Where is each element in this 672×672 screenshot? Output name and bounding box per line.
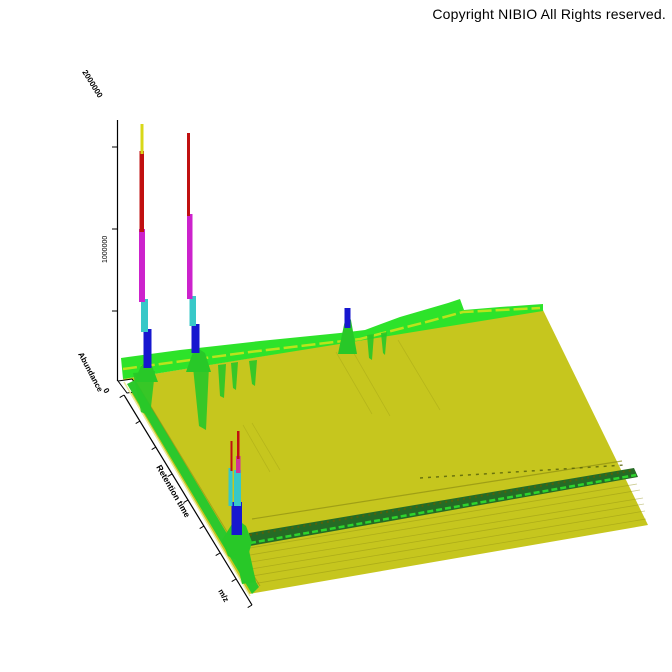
peak-3 [338, 308, 357, 354]
y-axis-title: m/z [216, 588, 230, 604]
x-axis-ticks [119, 394, 253, 609]
peak-1-blue-segment [143, 329, 152, 368]
z-mid-tick-label: 1000000 [102, 236, 109, 263]
peak-2-cyan-segment [189, 296, 196, 326]
peak-4-pink-segment [236, 456, 241, 473]
peak-2-green-base [186, 349, 211, 372]
peak-2-red-segment [187, 133, 190, 216]
front-ridge-speckle-line-2 [419, 464, 626, 479]
z-top-tick-label: 2000000 [80, 68, 104, 100]
peak-1-yellow-tip [140, 124, 144, 154]
surface-scanlines [249, 483, 647, 585]
peak-1-red-segment [139, 151, 144, 232]
peak-4-blue-segment [231, 502, 242, 535]
peak-2-blue-segment [191, 324, 200, 353]
peak-4-cyan-left-segment [228, 468, 233, 506]
z-zero-tick-label: 0 [101, 387, 111, 396]
peak-4-green-tail [234, 546, 256, 584]
peak-1-magenta-segment [139, 229, 145, 302]
peak-1-cyan-segment [141, 299, 148, 332]
back-ridge-band [121, 299, 543, 430]
back-ridge-crest-line [122, 306, 541, 371]
z-axis-title: Abundance [76, 351, 105, 394]
left-edge-pale-line [123, 381, 251, 597]
back-ridge-streaks [133, 332, 387, 430]
peak-3-blue-segment [344, 308, 351, 328]
peak-4-cyan-segment [234, 470, 241, 506]
front-ridge-bright-line [249, 473, 637, 545]
front-ridge-speckle-line [249, 469, 635, 536]
copyright-text: Copyright NIBIO All Rights reserved. [432, 6, 666, 22]
front-ridge-upper-faint-line [251, 460, 623, 520]
peak-1 [134, 124, 158, 382]
surface-scanlines-depth [242, 339, 441, 473]
front-ridge-polygon [249, 468, 638, 546]
peak-4-red-spike [237, 431, 240, 459]
peak-2-magenta-segment [187, 214, 193, 299]
peak-4 [222, 431, 256, 584]
peak-4-red-left-spike [230, 441, 233, 471]
peak-3-green-base [338, 313, 357, 354]
front-ridge [249, 460, 638, 546]
peak-2 [186, 133, 211, 372]
peak-1-green-base [134, 362, 158, 382]
